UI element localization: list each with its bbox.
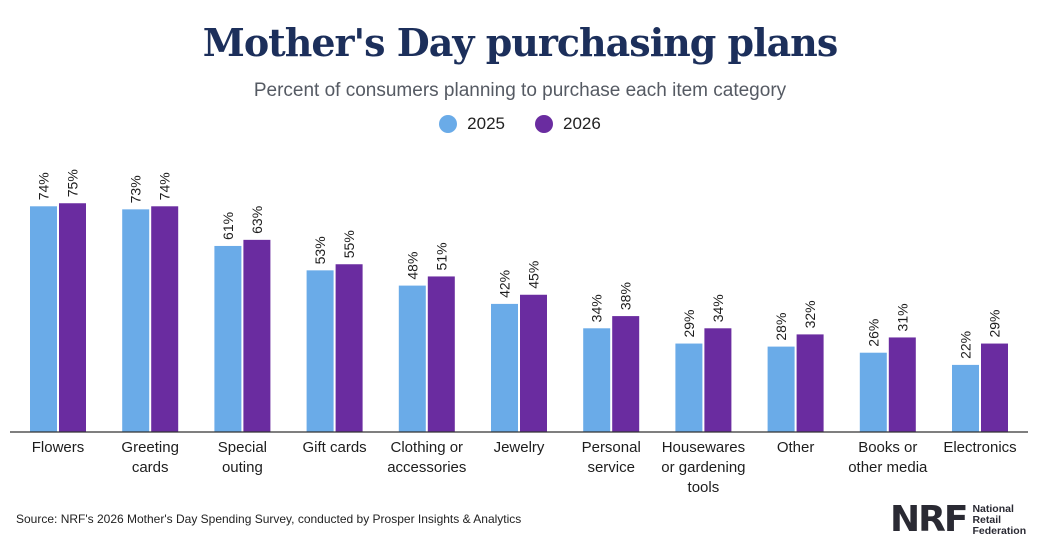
source-note: Source: NRF's 2026 Mother's Day Spending… bbox=[16, 512, 521, 526]
logo-mark: NRF bbox=[890, 502, 966, 538]
category-label-7-2: tools bbox=[688, 479, 720, 496]
category-label-3-0: Gift cards bbox=[303, 439, 367, 456]
data-label-2025-8: 28% bbox=[773, 313, 789, 341]
bar-2026-9 bbox=[889, 337, 916, 432]
data-label-2025-3: 53% bbox=[312, 236, 328, 264]
data-label-2025-0: 74% bbox=[36, 172, 52, 200]
data-label-2026-9: 31% bbox=[894, 303, 910, 331]
bar-2026-4 bbox=[428, 276, 455, 432]
data-label-2025-5: 42% bbox=[497, 270, 513, 298]
logo-line-1: National bbox=[972, 504, 1026, 515]
bar-2025-4 bbox=[399, 286, 426, 432]
bar-2025-1 bbox=[122, 209, 149, 432]
data-label-2026-2: 63% bbox=[249, 206, 265, 234]
category-label-4-0: Clothing or bbox=[391, 439, 464, 456]
category-label-1-0: Greeting bbox=[121, 439, 179, 456]
data-label-2026-0: 75% bbox=[65, 169, 81, 197]
category-label-6-0: Personal bbox=[582, 439, 641, 456]
logo-text: National Retail Federation bbox=[972, 504, 1026, 537]
bar-2025-8 bbox=[768, 347, 795, 432]
bar-2026-8 bbox=[797, 334, 824, 432]
data-label-2026-5: 45% bbox=[526, 261, 542, 289]
bar-2026-5 bbox=[520, 295, 547, 432]
nrf-logo: NRF National Retail Federation bbox=[890, 502, 1026, 538]
data-label-2026-1: 74% bbox=[157, 172, 173, 200]
data-label-2025-4: 48% bbox=[404, 252, 420, 280]
bar-2026-10 bbox=[981, 344, 1008, 432]
category-label-7-0: Housewares bbox=[662, 439, 745, 456]
category-label-2-1: outing bbox=[222, 459, 263, 476]
bar-2025-10 bbox=[952, 365, 979, 432]
category-label-1-1: cards bbox=[132, 459, 169, 476]
category-label-0-0: Flowers bbox=[32, 439, 85, 456]
data-label-2025-1: 73% bbox=[128, 175, 144, 203]
category-label-5-0: Jewelry bbox=[494, 439, 545, 456]
bar-2025-5 bbox=[491, 304, 518, 432]
data-label-2025-9: 26% bbox=[865, 319, 881, 347]
data-label-2025-7: 29% bbox=[681, 310, 697, 338]
bar-2026-3 bbox=[336, 264, 363, 432]
bar-2025-7 bbox=[675, 344, 702, 432]
data-label-2026-3: 55% bbox=[341, 230, 357, 258]
bar-2025-6 bbox=[583, 328, 610, 432]
category-label-2-0: Special bbox=[218, 439, 267, 456]
data-label-2026-4: 51% bbox=[433, 242, 449, 270]
category-label-7-1: or gardening bbox=[661, 459, 745, 476]
data-label-2026-8: 32% bbox=[802, 300, 818, 328]
data-label-2026-10: 29% bbox=[987, 310, 1003, 338]
category-label-10-0: Electronics bbox=[943, 439, 1016, 456]
bar-chart: 74% 75% Flowers 73% 74% Greeting cards 61% 63% Sp… bbox=[0, 0, 1040, 500]
bar-2026-0 bbox=[59, 203, 86, 432]
bar-2026-2 bbox=[243, 240, 270, 432]
bar-2025-3 bbox=[307, 270, 334, 432]
category-label-9-1: other media bbox=[848, 459, 928, 476]
bar-2025-9 bbox=[860, 353, 887, 432]
category-label-9-0: Books or bbox=[858, 439, 917, 456]
category-label-4-1: accessories bbox=[387, 459, 466, 476]
data-label-2025-10: 22% bbox=[958, 331, 974, 359]
bar-2026-1 bbox=[151, 206, 178, 432]
bar-2026-7 bbox=[704, 328, 731, 432]
data-label-2025-6: 34% bbox=[589, 294, 605, 322]
data-label-2025-2: 61% bbox=[220, 212, 236, 240]
logo-line-2: Retail bbox=[972, 515, 1026, 526]
bar-2026-6 bbox=[612, 316, 639, 432]
data-label-2026-6: 38% bbox=[618, 282, 634, 310]
bar-2025-2 bbox=[214, 246, 241, 432]
category-label-6-1: service bbox=[587, 459, 635, 476]
logo-line-3: Federation bbox=[972, 526, 1026, 537]
bar-2025-0 bbox=[30, 206, 57, 432]
category-label-8-0: Other bbox=[777, 439, 815, 456]
data-label-2026-7: 34% bbox=[710, 294, 726, 322]
